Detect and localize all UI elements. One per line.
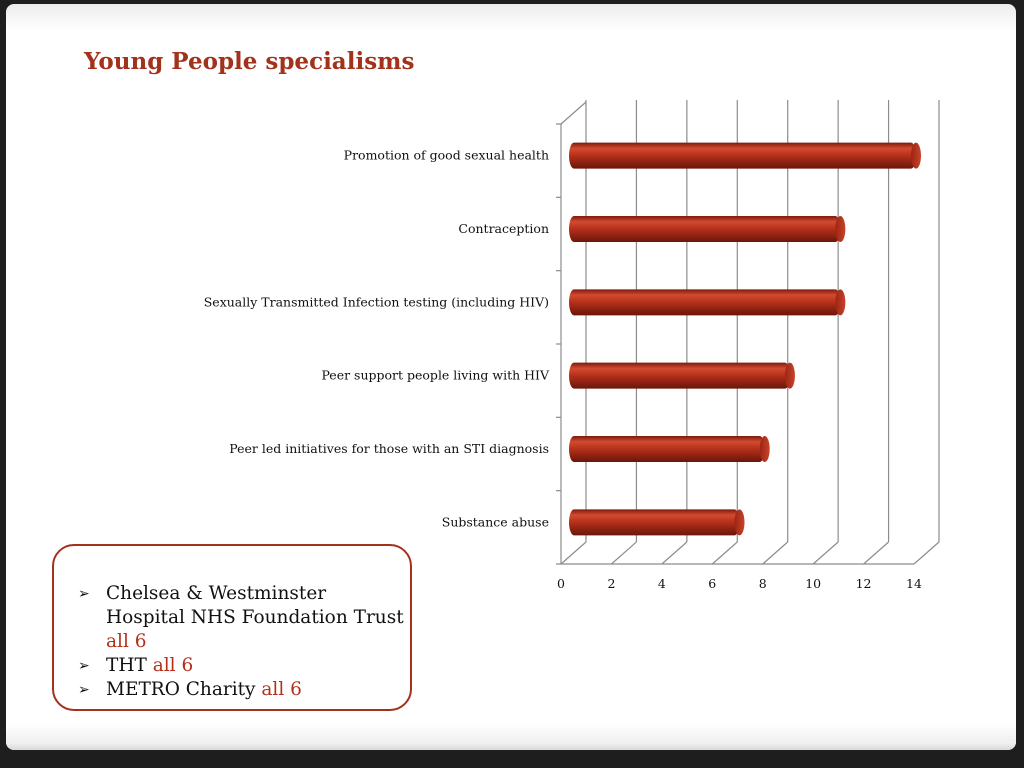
provider-item: ➢ THT all 6 (78, 654, 410, 678)
provider-name: METRO Charity (106, 679, 256, 700)
bar-body (569, 436, 765, 462)
provider-name: THT (106, 655, 147, 676)
provider-name: Chelsea & Westminster Hospital NHS Found… (106, 583, 404, 628)
bar-body (569, 509, 740, 536)
provider-item: ➢ METRO Charity all 6 (78, 678, 410, 702)
bar-cap (759, 436, 770, 462)
providers-note: ➢ Chelsea & Westminster Hospital NHS Fou… (52, 544, 412, 711)
bar (569, 509, 745, 536)
bar-chart: 0 2 4 6 8 10 12 14 Promotion of good sexual heal… (204, 100, 940, 591)
category-label: Peer led initiatives for those with an S… (229, 441, 549, 456)
x-tick-label: 10 (805, 576, 821, 591)
arrow-bullet-icon: ➢ (78, 658, 90, 674)
bar (569, 216, 846, 242)
bar (569, 362, 795, 389)
floor-line (711, 541, 738, 565)
provider-count: all 6 (106, 631, 147, 652)
category-label: Contraception (458, 221, 549, 236)
floor-line (560, 541, 587, 565)
provider-item: ➢ Chelsea & Westminster Hospital NHS Fou… (78, 582, 410, 654)
floor-line (913, 541, 940, 565)
category-label: Sexually Transmitted Infection testing (… (204, 294, 549, 309)
x-tick-label: 2 (607, 576, 615, 591)
arrow-bullet-icon: ➢ (78, 586, 90, 602)
bar (569, 436, 770, 462)
floor-line (762, 541, 789, 565)
slide-title: Young People specialisms (84, 48, 415, 75)
category-label: Substance abuse (442, 514, 549, 529)
floor-line (661, 541, 688, 565)
x-tick-label: 0 (557, 576, 565, 591)
floor-line (812, 541, 839, 565)
bar-cap (835, 216, 846, 242)
bar-body (569, 362, 790, 389)
provider-count: all 6 (261, 679, 302, 700)
bar-cap (734, 509, 745, 536)
bar-body (569, 142, 916, 169)
bar-body (569, 216, 841, 242)
arrow-bullet-icon: ➢ (78, 682, 90, 698)
x-tick-label: 14 (906, 576, 922, 591)
slide: Young People specialisms 0 2 4 6 8 10 12 14 Prom… (6, 4, 1016, 750)
category-label: Promotion of good sexual health (344, 148, 549, 163)
bar-cap (784, 362, 795, 389)
x-tick-label: 8 (759, 576, 767, 591)
x-tick-label: 6 (708, 576, 716, 591)
bar-body (569, 289, 841, 316)
category-label: Peer support people living with HIV (321, 368, 550, 383)
floor-line (863, 541, 889, 565)
x-tick-label: 12 (856, 576, 872, 591)
bar (569, 142, 921, 169)
providers-list: ➢ Chelsea & Westminster Hospital NHS Fou… (54, 546, 410, 702)
bar-cap (835, 289, 846, 316)
provider-count: all 6 (152, 655, 194, 676)
floor-line (611, 541, 637, 565)
x-tick-label: 4 (658, 576, 666, 591)
bar-cap (911, 142, 921, 169)
bar (569, 289, 846, 316)
axis-line (560, 101, 587, 125)
